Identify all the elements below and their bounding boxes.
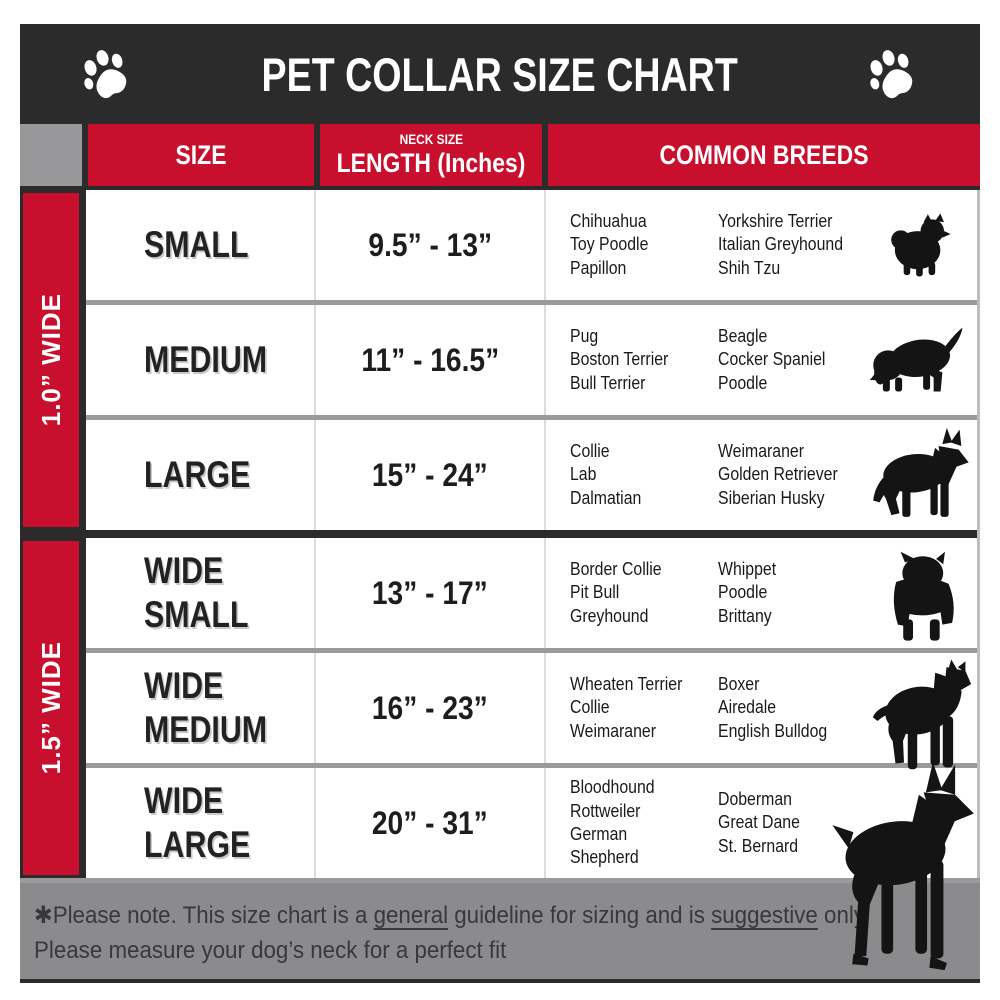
breeds-cell: Border Collie Pit Bull Greyhound Whippet… bbox=[546, 538, 977, 648]
size-chart-sheet: PET COLLAR SIZE CHART SIZE NECK SIZE LEN… bbox=[20, 24, 980, 983]
column-header-neck: NECK SIZE LENGTH (Inches) bbox=[320, 124, 542, 186]
neck-range: 9.5” - 13” bbox=[368, 226, 492, 263]
neck-cell: 15” - 24” bbox=[316, 420, 546, 530]
breed-list: Border Collie Pit Bull Greyhound bbox=[570, 558, 662, 626]
breed-list: Yorkshire Terrier Italian Greyhound Shih… bbox=[718, 210, 844, 278]
size-cell: LARGE bbox=[86, 420, 316, 530]
neck-cell: 16” - 23” bbox=[316, 653, 546, 763]
breeds-cell: Bloodhound Rottweiler German Shepherd Do… bbox=[546, 762, 977, 971]
breed-list: Weimaraner Golden Retriever Siberian Hus… bbox=[718, 440, 838, 508]
footer-text: guideline for sizing and is bbox=[448, 902, 712, 929]
title-bar: PET COLLAR SIZE CHART bbox=[20, 24, 980, 124]
breeds-cell: Chihuahua Toy Poodle Papillon Yorkshire … bbox=[546, 190, 977, 300]
neck-cell: 13” - 17” bbox=[316, 538, 546, 648]
width-band-1-inch: 1.0” WIDE bbox=[23, 193, 79, 527]
german-shepherd-icon bbox=[859, 426, 971, 526]
table-row: LARGE 15” - 24” Collie Lab Dalmatian Wei… bbox=[86, 420, 977, 530]
footer-text: ✱Please note. This size chart is a bbox=[34, 902, 374, 929]
table-row: SMALL 9.5” - 13” Chihuahua Toy Poodle Pa… bbox=[86, 190, 977, 300]
neck-cell: 20” - 31” bbox=[316, 768, 546, 878]
neck-cell: 11” - 16.5” bbox=[316, 305, 546, 415]
bulldog-icon bbox=[881, 546, 961, 650]
rows-grid: SMALL 9.5” - 13” Chihuahua Toy Poodle Pa… bbox=[86, 190, 980, 971]
column-header-neck-sub-label: NECK SIZE bbox=[399, 131, 463, 147]
footer-line-2: Please measure your dog’s neck for a per… bbox=[34, 936, 507, 964]
column-header-size: SIZE bbox=[88, 124, 314, 186]
pitbull-icon bbox=[869, 655, 973, 787]
column-header-row: SIZE NECK SIZE LENGTH (Inches) COMMON BR… bbox=[20, 124, 980, 186]
breed-list: Boxer Airedale English Bulldog bbox=[718, 673, 828, 741]
column-header-breeds-label: COMMON BREEDS bbox=[659, 139, 869, 170]
column-header-size-label: SIZE bbox=[175, 139, 227, 170]
width-rail: 1.0” WIDE 1.5” WIDE bbox=[20, 190, 86, 878]
size-cell: WIDE SMALL bbox=[86, 538, 316, 648]
breed-list: Wheaten Terrier Collie Weimaraner bbox=[570, 673, 683, 741]
footer-divider bbox=[20, 878, 980, 883]
column-header-neck-label: LENGTH (Inches) bbox=[336, 148, 526, 178]
size-cell: WIDE MEDIUM bbox=[86, 653, 316, 763]
row-divider bbox=[86, 300, 977, 305]
breed-list: Bloodhound Rottweiler German Shepherd bbox=[570, 777, 655, 868]
size-cell: SMALL bbox=[86, 190, 316, 300]
table-body: 1.0” WIDE 1.5” WIDE SMALL 9.5” - 13” Chi… bbox=[20, 190, 980, 971]
table-row: WIDE SMALL 13” - 17” Border Collie Pit B… bbox=[86, 538, 977, 648]
neck-range: 11” - 16.5” bbox=[361, 341, 499, 378]
row-divider bbox=[86, 763, 977, 768]
size-cell: WIDE LARGE bbox=[86, 768, 316, 878]
width-band-1-5-inch-label: 1.5” WIDE bbox=[35, 641, 66, 775]
size-label: WIDE MEDIUM bbox=[144, 664, 268, 750]
breed-list: Chihuahua Toy Poodle Papillon bbox=[570, 210, 649, 278]
row-divider bbox=[86, 648, 977, 653]
breed-list: Whippet Poodle Brittany bbox=[718, 558, 777, 626]
breed-list: Beagle Cocker Spaniel Poodle bbox=[718, 325, 826, 393]
breeds-cell: Wheaten Terrier Collie Weimaraner Boxer … bbox=[546, 653, 977, 770]
paw-icon bbox=[78, 45, 136, 103]
table-row: WIDE LARGE 20” - 31” Bloodhound Rottweil… bbox=[86, 762, 977, 971]
neck-range: 16” - 23” bbox=[372, 689, 488, 726]
neck-cell: 9.5” - 13” bbox=[316, 190, 546, 300]
size-label: MEDIUM bbox=[144, 338, 268, 380]
table-row: MEDIUM 11” - 16.5” Pug Boston Terrier Bu… bbox=[86, 305, 977, 415]
width-band-1-inch-label: 1.0” WIDE bbox=[35, 293, 66, 427]
section-divider bbox=[86, 530, 977, 538]
row-divider bbox=[86, 415, 977, 420]
paw-icon bbox=[864, 45, 922, 103]
size-label: WIDE SMALL bbox=[144, 549, 249, 635]
neck-range: 15” - 24” bbox=[372, 456, 488, 493]
width-band-1-5-inch: 1.5” WIDE bbox=[23, 541, 79, 875]
footer-note: ✱Please note. This size chart is a gener… bbox=[20, 883, 980, 983]
footer-underlined-word: general bbox=[373, 902, 449, 929]
pomeranian-dog-icon bbox=[885, 212, 959, 278]
breeds-cell: Collie Lab Dalmatian Weimaraner Golden R… bbox=[546, 420, 977, 530]
corner-spacer bbox=[20, 124, 82, 186]
page-title: PET COLLAR SIZE CHART bbox=[261, 47, 739, 101]
doberman-icon bbox=[823, 760, 975, 992]
neck-range: 20” - 31” bbox=[372, 804, 488, 841]
breeds-cell: Pug Boston Terrier Bull Terrier Beagle C… bbox=[546, 305, 977, 415]
size-label: SMALL bbox=[144, 223, 249, 265]
footer-line-1: ✱Please note. This size chart is a gener… bbox=[34, 899, 901, 934]
table-row: WIDE MEDIUM 16” - 23” Wheaten Terrier Co… bbox=[86, 653, 977, 770]
footer-underlined-word: suggestive bbox=[711, 902, 818, 929]
breed-list: Doberman Great Dane St. Bernard bbox=[718, 788, 800, 856]
beagle-puppy-icon bbox=[863, 325, 971, 395]
size-label: LARGE bbox=[144, 453, 251, 495]
header-section: PET COLLAR SIZE CHART SIZE NECK SIZE LEN… bbox=[20, 24, 980, 190]
breed-list: Pug Boston Terrier Bull Terrier bbox=[570, 325, 669, 393]
size-label: WIDE LARGE bbox=[144, 779, 251, 865]
size-cell: MEDIUM bbox=[86, 305, 316, 415]
breed-list: Collie Lab Dalmatian bbox=[570, 440, 642, 508]
column-header-breeds: COMMON BREEDS bbox=[548, 124, 980, 186]
neck-range: 13” - 17” bbox=[372, 574, 488, 611]
